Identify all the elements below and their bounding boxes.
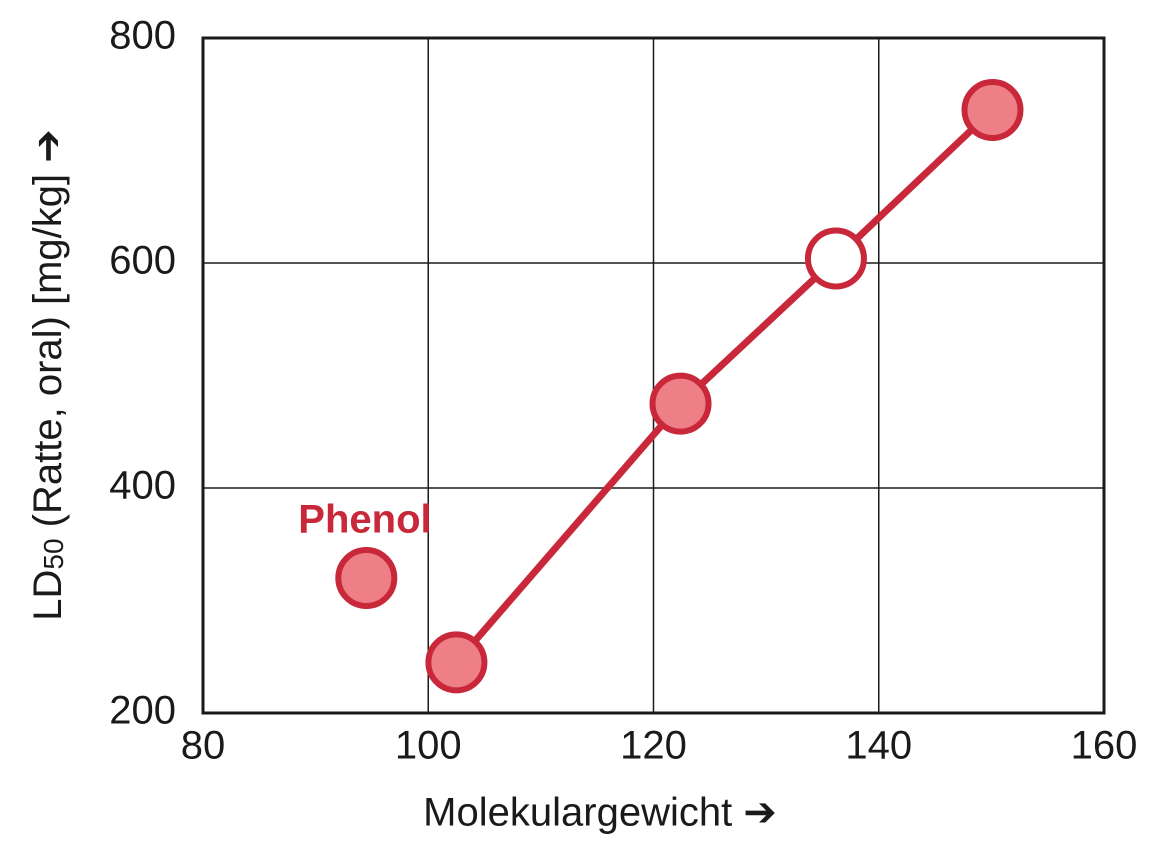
plot-frame (201, 36, 1106, 715)
y-tick-label: 400 (109, 464, 176, 508)
point-annotation: Phenol (298, 498, 431, 542)
x-tick-label: 160 (1071, 724, 1138, 768)
x-tick-label: 140 (845, 724, 912, 768)
y-tick-label: 800 (109, 14, 176, 58)
y-label-main: LD (26, 570, 70, 621)
x-tick-label: 80 (181, 724, 226, 768)
y-tick-label: 600 (109, 239, 176, 283)
point (804, 227, 867, 290)
point (649, 372, 712, 435)
x-tick-label: 100 (395, 724, 462, 768)
y-tick-label: 200 (109, 689, 176, 733)
y-label-rest: (Ratte, oral) [mg/kg] ➔ (26, 129, 70, 538)
y-label-sub: 50 (38, 538, 69, 569)
x-tick-label: 120 (620, 724, 687, 768)
y-axis-label: LD50 (Ratte, oral) [mg/kg] ➔ (26, 129, 70, 620)
point (425, 631, 488, 694)
x-axis-label: Molekulargewicht ➔ (423, 791, 777, 835)
series-line (453, 107, 995, 665)
point (961, 79, 1024, 141)
point (335, 547, 398, 609)
